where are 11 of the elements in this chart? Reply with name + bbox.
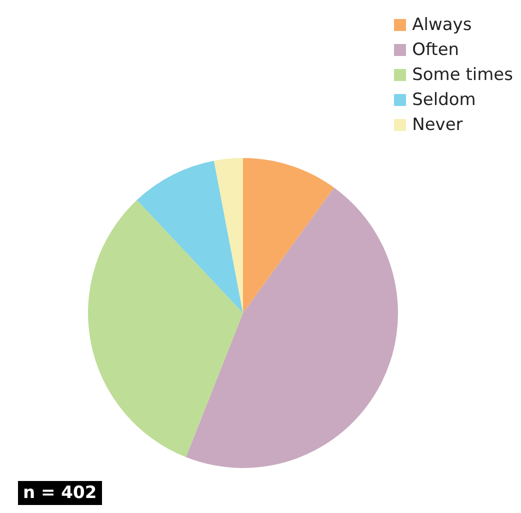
legend-label: Never [412,114,463,134]
legend-label: Often [412,40,460,60]
pie-slice [186,188,398,468]
pie-slice [214,158,243,313]
legend-label: Always [412,14,472,34]
pie-slice [243,158,334,313]
pie-slice [88,200,243,458]
text: n = 402 [18,481,102,505]
legend-label: Seldom [412,90,476,110]
legend-label: Some times [412,64,513,84]
pie-slice [136,160,243,313]
